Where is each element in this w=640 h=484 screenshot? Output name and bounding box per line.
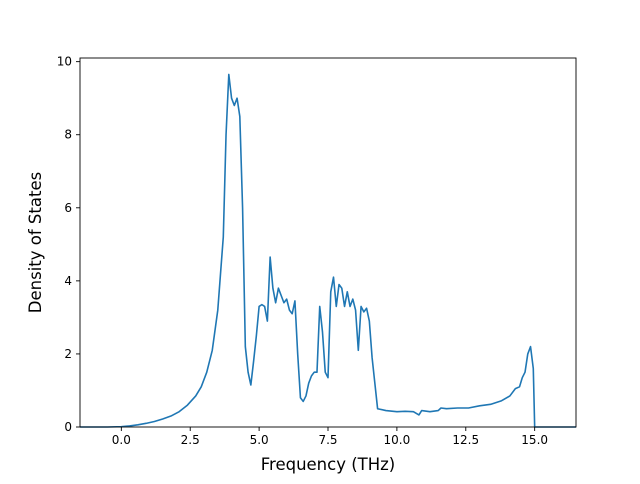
y-tick-label: 8 [64,128,72,142]
x-tick-label: 7.5 [318,433,337,447]
x-tick-label: 12.5 [452,433,479,447]
series-line-0 [80,73,576,428]
series-layer [80,73,576,428]
y-tick-label: 10 [57,55,72,69]
ticks-layer: 0.0 2.5 5.0 7.5 10.0 12.5 15.0 0 2 4 6 8 10 [57,55,548,447]
y-tick-label: 2 [64,347,72,361]
x-tick-label: 10.0 [384,433,411,447]
y-tick-label: 6 [64,201,72,215]
x-tick-label: 0.0 [112,433,131,447]
x-tick-label: 2.5 [181,433,200,447]
x-tick-label: 15.0 [521,433,548,447]
y-tick-label: 4 [64,274,72,288]
x-tick-label: 5.0 [250,433,269,447]
y-axis-title: Density of States [26,172,45,313]
x-axis-title: Frequency (THz) [261,455,396,474]
y-tick-label: 0 [64,420,72,434]
